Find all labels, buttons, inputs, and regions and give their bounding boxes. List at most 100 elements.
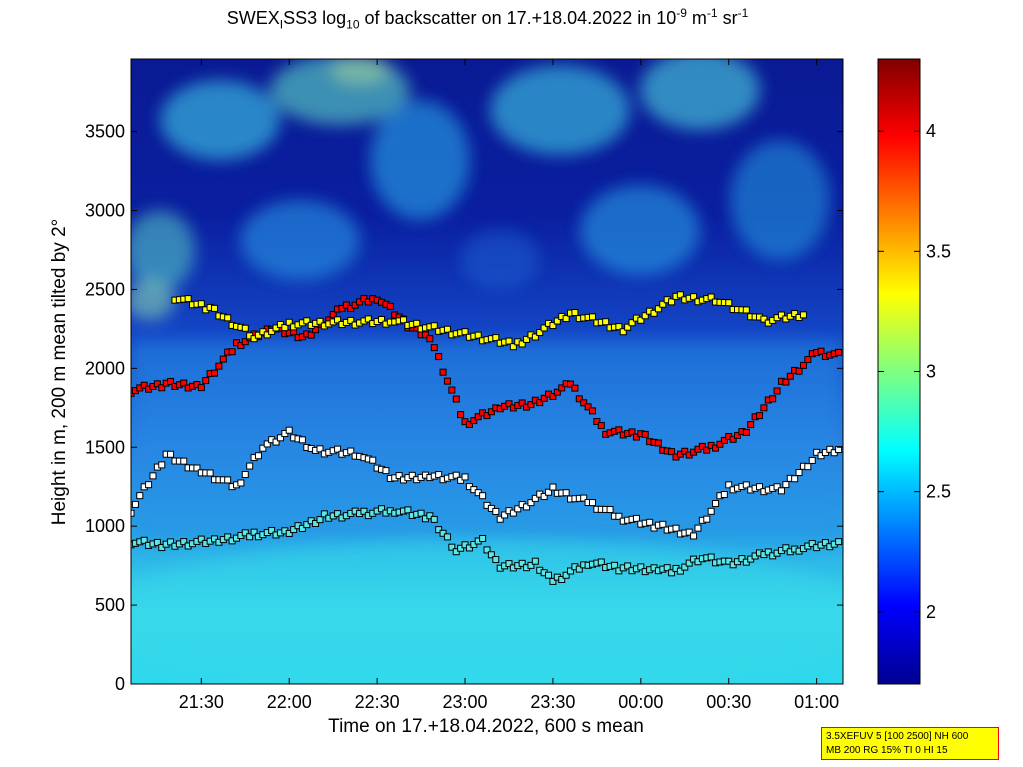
layer-point [241,338,249,346]
layer-point [193,464,201,472]
layer-point [241,529,249,537]
layer-point [523,503,531,511]
layer-point [149,472,157,480]
layer-point [254,452,262,460]
processing-info-box: 3.5XEFUV 5 [100 2500] NH 600 MB 200 RG 1… [821,727,999,760]
layer-point [461,473,469,481]
layer-point [509,509,517,517]
layer-point [646,518,654,526]
layer-point [562,571,570,579]
layer-point [224,533,232,541]
layer-point [470,417,478,425]
layer-point [505,400,513,408]
layer-point [663,564,671,572]
layer-point [518,399,526,407]
layer-point [571,309,579,317]
layer-point [303,521,311,529]
layer-point [246,533,254,541]
layer-point [571,384,579,392]
layer-point [760,404,768,412]
layer-point [312,519,320,527]
colorbar-tick-label: 2.5 [926,482,951,502]
layer-point [791,310,799,318]
layer-point [760,315,768,323]
layer-point [681,447,689,455]
layer-point [588,407,596,415]
layer-point [615,323,623,331]
layer-point [167,538,175,546]
layer-point [773,483,781,491]
layer-point [197,535,205,543]
layer-point [777,311,785,319]
layer-point [606,506,614,514]
layer-point [549,577,557,585]
layer-point [712,444,720,452]
detected-layer-markers [131,291,843,585]
layer-point [509,343,517,351]
layer-point [549,322,557,330]
layer-point [303,317,311,325]
layer-point [650,309,658,317]
layer-point [448,386,456,394]
layer-point [562,315,570,323]
layer-point [558,576,566,584]
layer-point [641,312,649,320]
layer-point [281,324,289,332]
layer-point [334,445,342,453]
layer-point [637,563,645,571]
layer-point [518,340,526,348]
layer-point [501,511,509,519]
layer-point [329,311,337,319]
layer-point [668,298,676,306]
x-axis-label: Time on 17.+18.04.2022, 600 s mean [328,716,644,737]
layer-point [835,446,843,454]
layer-point [140,381,148,389]
layer-point [536,399,544,407]
layer-point [496,515,504,523]
layer-point [720,436,728,444]
layer-point [448,543,456,551]
layer-point [320,510,328,518]
layer-point [720,491,728,499]
layer-point [545,571,553,579]
layer-point [492,507,500,515]
layer-point [808,456,816,464]
y-tick-label: 500 [95,595,125,615]
layer-point [632,514,640,522]
layer-point [742,481,750,489]
layer-point [399,316,407,324]
layer-point [795,469,803,477]
layer-point [558,384,566,392]
layer-point [540,394,548,402]
layer-point [549,483,557,491]
colorbar-axis: 2 2.5 3 3.5 4 [878,121,951,622]
layer-point [786,372,794,380]
layer-point [641,430,649,438]
layer-point [347,447,355,455]
layer-point [676,291,684,299]
layer-point [540,493,548,500]
layer-point [395,472,403,480]
layer-point [593,418,601,426]
layer-point [769,395,777,403]
layer-point [725,299,733,307]
x-tick-label: 22:00 [267,692,312,712]
layer-point [487,408,495,416]
layer-point [690,532,698,540]
layer-point [184,295,192,303]
layer-point [492,334,500,342]
layer-point [364,315,372,323]
layer-point [180,457,188,465]
layer-point [773,387,781,395]
layer-point [505,560,513,568]
layer-point [382,467,390,475]
layer-point [764,548,772,556]
layer-point [237,479,245,487]
layer-point [430,344,438,352]
layer-point [298,524,306,532]
y-axis: 0 500 1000 1500 2000 2500 3000 3500 [85,122,843,694]
info-line-1: 3.5XEFUV 5 [100 2500] NH 600 [826,731,969,742]
layer-point [584,403,592,411]
layer-point [549,392,557,400]
